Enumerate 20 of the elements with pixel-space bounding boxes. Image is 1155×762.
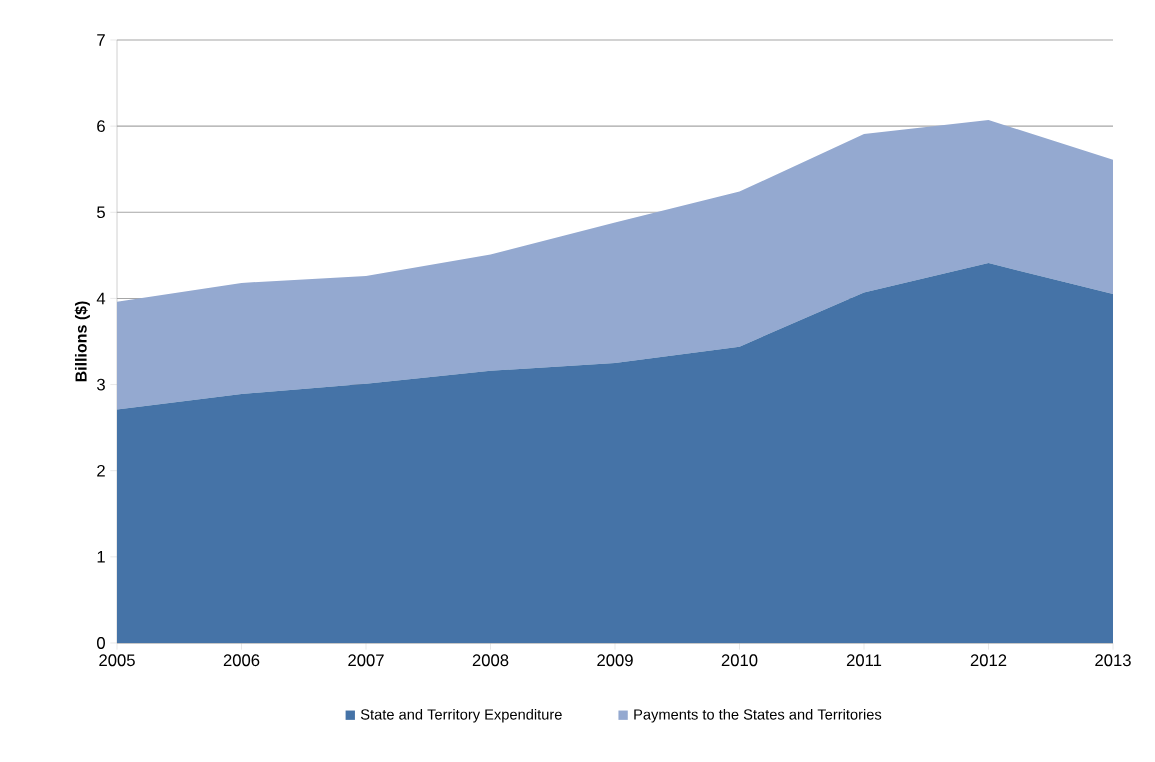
y-tick-label: 0 bbox=[97, 637, 105, 649]
y-tick-label: 6 bbox=[97, 120, 105, 133]
y-tick-label: 5 bbox=[97, 206, 105, 219]
y-tick-label: 1 bbox=[97, 551, 105, 563]
x-tick-label: 2013 bbox=[1095, 654, 1131, 667]
x-tick-label: 2009 bbox=[597, 654, 633, 667]
x-tick-label: 2006 bbox=[223, 654, 260, 667]
y-tick-label: 4 bbox=[96, 292, 106, 305]
x-tick-label: 2012 bbox=[970, 654, 1007, 667]
x-tick-label: 2010 bbox=[721, 654, 758, 667]
x-tick-label: 2011 bbox=[846, 654, 882, 667]
legend-label: Payments to the States and Territories bbox=[634, 708, 882, 723]
y-tick-label: 7 bbox=[97, 34, 105, 46]
y-axis-title: Billions ($) bbox=[74, 301, 90, 382]
y-tick-label: 3 bbox=[96, 378, 105, 391]
x-tick-label: 2008 bbox=[472, 654, 509, 667]
x-tick-label: 2007 bbox=[348, 654, 384, 667]
x-tick-label: 2005 bbox=[99, 654, 135, 667]
legend-label: State and Territory Expenditure bbox=[360, 708, 562, 723]
y-tick-label: 2 bbox=[97, 464, 105, 477]
